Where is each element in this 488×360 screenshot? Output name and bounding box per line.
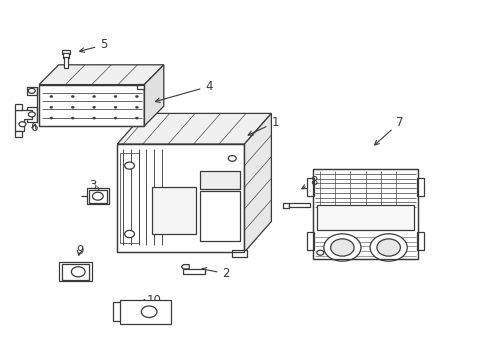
Bar: [120, 153, 139, 243]
Text: 10: 10: [140, 294, 161, 307]
Bar: [312, 169, 417, 259]
Bar: [87, 188, 108, 204]
Text: 3: 3: [89, 179, 100, 192]
Text: 7: 7: [374, 116, 403, 145]
Text: 9: 9: [76, 244, 83, 257]
Polygon shape: [27, 107, 37, 122]
Bar: [62, 264, 89, 280]
Circle shape: [93, 117, 96, 119]
Circle shape: [28, 112, 35, 117]
Bar: [113, 302, 121, 321]
Circle shape: [71, 95, 74, 98]
Bar: [316, 205, 413, 230]
Circle shape: [93, 106, 96, 108]
Circle shape: [92, 192, 103, 200]
Bar: [61, 50, 70, 54]
Circle shape: [124, 230, 134, 238]
Polygon shape: [181, 265, 189, 269]
Polygon shape: [27, 87, 37, 95]
Polygon shape: [144, 65, 163, 126]
Bar: [63, 57, 68, 68]
Text: 5: 5: [80, 39, 107, 52]
Circle shape: [114, 106, 117, 108]
Bar: [232, 250, 246, 257]
Circle shape: [316, 250, 323, 255]
Circle shape: [50, 95, 53, 98]
Bar: [289, 203, 309, 207]
Bar: [59, 262, 92, 281]
Polygon shape: [15, 131, 22, 137]
Bar: [151, 187, 195, 234]
Circle shape: [369, 234, 407, 261]
Circle shape: [114, 95, 117, 98]
Bar: [282, 203, 289, 208]
Bar: [39, 85, 144, 126]
Bar: [200, 191, 239, 241]
Circle shape: [124, 162, 134, 169]
Bar: [137, 84, 144, 89]
Polygon shape: [244, 113, 271, 252]
Circle shape: [28, 88, 35, 93]
Circle shape: [141, 306, 157, 318]
Polygon shape: [117, 113, 271, 144]
Bar: [39, 85, 144, 126]
Bar: [200, 171, 239, 189]
Text: 2: 2: [202, 267, 229, 280]
Circle shape: [376, 239, 400, 256]
Bar: [416, 178, 423, 196]
Bar: [117, 144, 244, 252]
Circle shape: [50, 117, 53, 119]
Bar: [312, 169, 417, 259]
Bar: [120, 300, 171, 324]
Bar: [306, 178, 313, 196]
Circle shape: [71, 106, 74, 108]
Bar: [416, 232, 423, 250]
Circle shape: [135, 106, 138, 108]
Bar: [183, 269, 205, 274]
Bar: [306, 232, 313, 250]
Text: 1: 1: [247, 116, 278, 135]
Circle shape: [323, 234, 360, 261]
Polygon shape: [15, 110, 32, 131]
Text: 6: 6: [30, 121, 38, 134]
Circle shape: [71, 267, 85, 277]
Text: 4: 4: [155, 80, 212, 103]
Circle shape: [19, 122, 26, 127]
Circle shape: [71, 117, 74, 119]
Circle shape: [330, 239, 353, 256]
Bar: [89, 190, 106, 203]
Text: 8: 8: [301, 175, 317, 189]
Bar: [117, 144, 244, 252]
Circle shape: [228, 156, 236, 161]
Circle shape: [135, 117, 138, 119]
Bar: [62, 53, 69, 58]
Circle shape: [50, 106, 53, 108]
Polygon shape: [15, 104, 22, 110]
Circle shape: [93, 95, 96, 98]
Circle shape: [114, 117, 117, 119]
Circle shape: [135, 95, 138, 98]
Polygon shape: [39, 65, 163, 85]
